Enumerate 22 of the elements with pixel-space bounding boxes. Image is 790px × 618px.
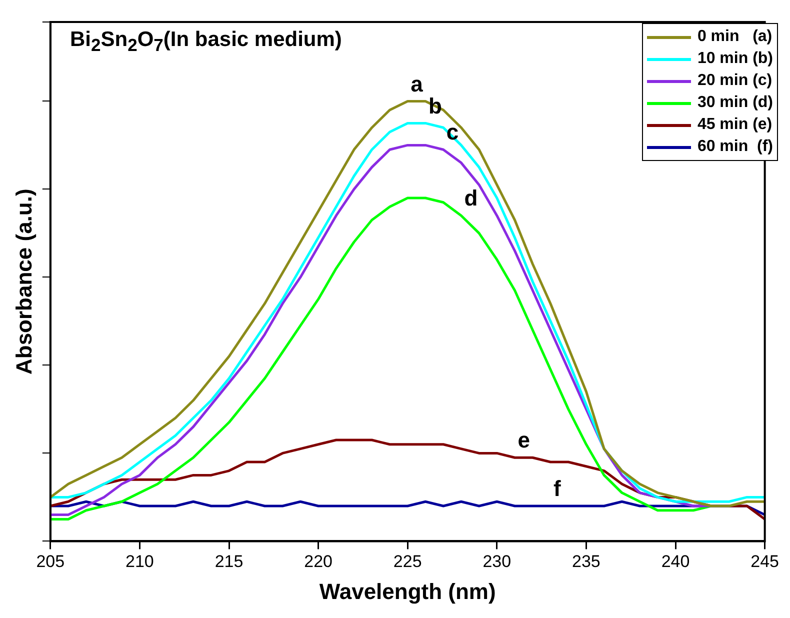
x-tick-label: 215: [214, 552, 244, 572]
legend-label: 10 min (b): [697, 50, 773, 68]
x-tick-label: 225: [393, 552, 422, 572]
annotation: f: [553, 476, 562, 502]
annotation: d: [464, 186, 478, 211]
annotation: a: [410, 71, 424, 96]
legend-label: 0 min (a): [697, 28, 772, 46]
legend-label: 45 min (e): [697, 116, 772, 134]
legend-label: 60 min (f): [697, 138, 773, 156]
legend-label: 20 min (c): [697, 72, 772, 90]
legend-label: 30 min (d): [697, 94, 773, 112]
x-tick-label: 230: [482, 552, 512, 572]
x-tick-label: 205: [36, 552, 65, 572]
x-tick-label: 220: [304, 552, 332, 572]
y-axis-title: Absorbance (a.u.): [11, 188, 36, 375]
annotation: e: [518, 428, 530, 453]
chart-title: Bi$_{2}$Sn$_{2}$O$_{7}$(In basic medium): [70, 28, 342, 56]
x-tick-label: 210: [126, 552, 154, 572]
x-tick-label: 240: [661, 552, 690, 572]
x-axis-title: Wavelength (nm): [319, 578, 496, 604]
x-tick-label: 245: [750, 552, 780, 572]
x-tick-label: 235: [572, 552, 600, 572]
